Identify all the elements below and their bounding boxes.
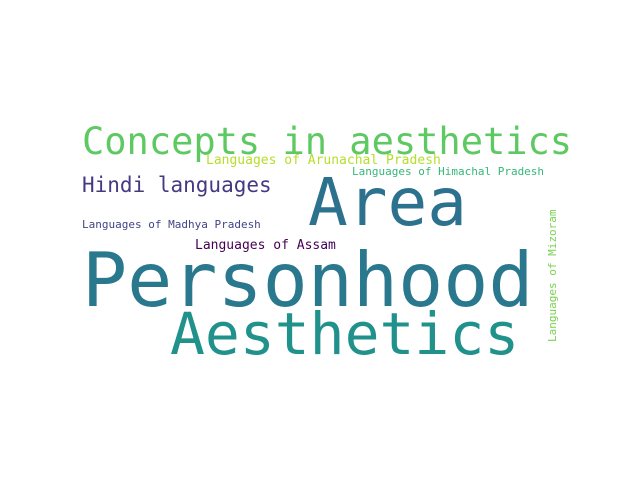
word-languages-of-mizoram: Languages of Mizoram [546, 209, 559, 342]
word-languages-of-assam: Languages of Assam [195, 238, 336, 253]
word-personhood: Personhood [82, 236, 534, 324]
word-languages-of-madhya-pradesh: Languages of Madhya Pradesh [82, 218, 261, 231]
word-languages-of-himachal-pradesh: Languages of Himachal Pradesh [352, 165, 545, 178]
word-area: Area [308, 164, 467, 241]
word-concepts-in-aesthetics: Concepts in aesthetics [82, 120, 573, 163]
word-aesthetics: Aesthetics [170, 300, 520, 368]
word-languages-of-arunachal-pradesh: Languages of Arunachal Pradesh [206, 153, 441, 168]
word-hindi-languages: Hindi languages [82, 173, 272, 197]
